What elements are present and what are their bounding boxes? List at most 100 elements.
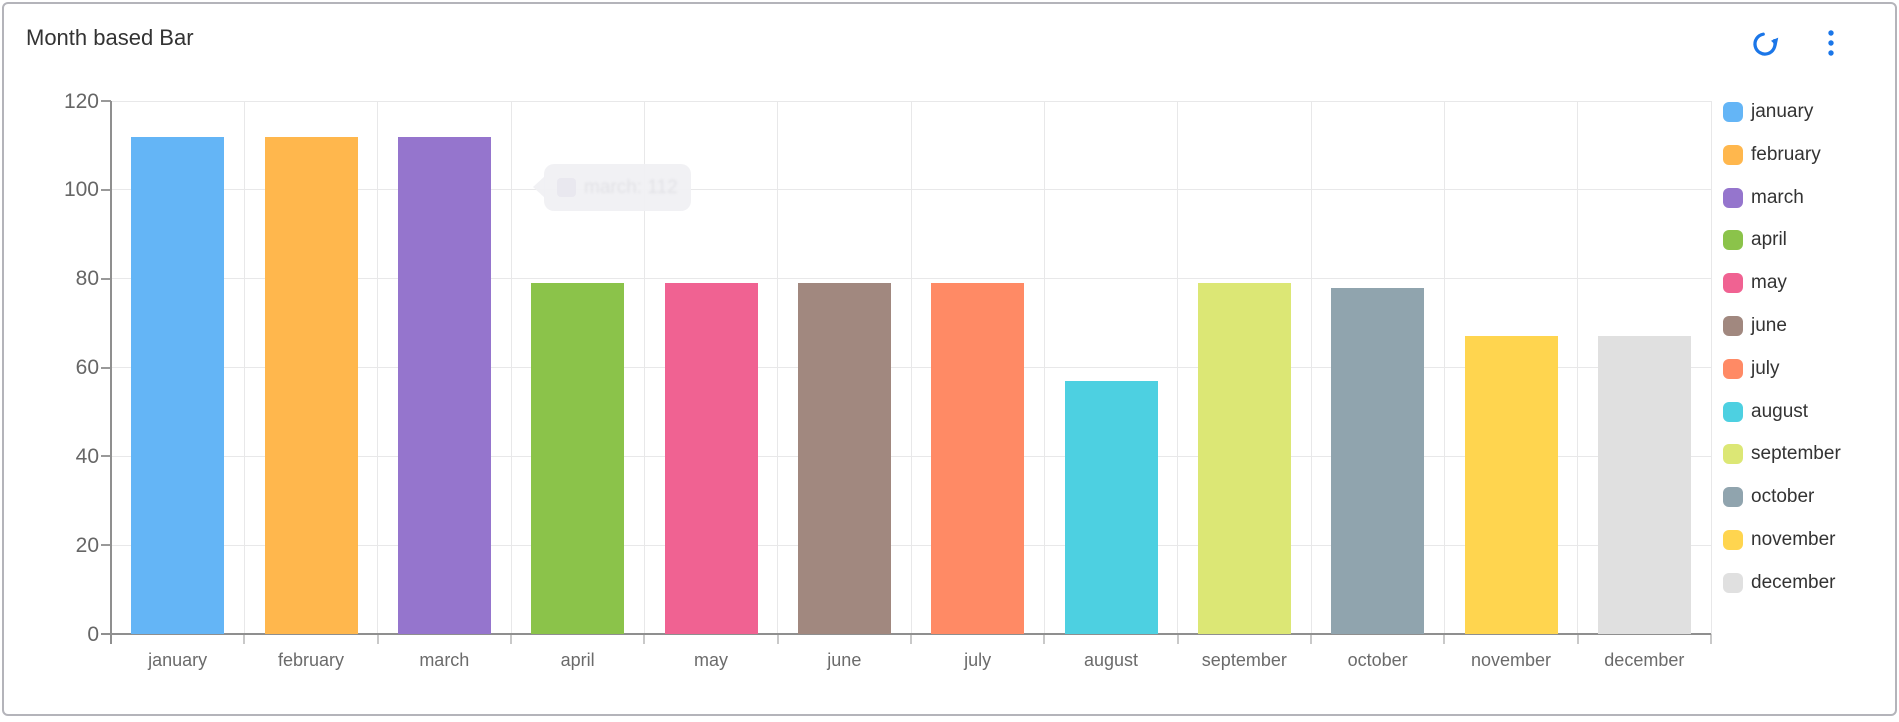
bar-august[interactable] <box>1064 380 1158 634</box>
y-axis-tick-120 <box>101 100 111 102</box>
legend-item-december[interactable]: december <box>1723 569 1841 597</box>
legend-item-january[interactable]: january <box>1723 98 1841 126</box>
legend-label-may: may <box>1751 272 1787 294</box>
x-axis-label-march: march <box>419 650 470 670</box>
x-axis-tick-7 <box>1043 634 1046 644</box>
legend-swatch-december <box>1723 572 1743 593</box>
gridline-x-9 <box>1310 101 1312 634</box>
legend-item-march[interactable]: march <box>1723 184 1841 212</box>
y-axis-line <box>110 101 112 644</box>
y-axis-label-0: 0 <box>87 622 99 646</box>
bar-september[interactable] <box>1197 283 1291 634</box>
legend-item-august[interactable]: august <box>1723 398 1841 426</box>
gridline-x-5 <box>777 101 779 634</box>
legend-item-november[interactable]: november <box>1723 526 1841 554</box>
chart-legend: january february march april may june july augu… <box>1723 98 1841 612</box>
gridline-x-6 <box>910 101 912 634</box>
bar-december[interactable] <box>1597 336 1691 634</box>
x-axis-label-november: november <box>1470 650 1552 670</box>
y-axis-label-60: 60 <box>75 356 99 379</box>
legend-item-july[interactable]: july <box>1723 355 1841 383</box>
legend-item-may[interactable]: may <box>1723 269 1841 297</box>
gridline-x-2 <box>377 101 379 634</box>
x-axis-label-august: august <box>1083 650 1139 670</box>
refresh-icon <box>1750 29 1780 64</box>
legend-label-october: october <box>1751 486 1815 508</box>
legend-swatch-may <box>1723 273 1743 294</box>
y-axis-label-20: 20 <box>75 533 99 557</box>
chart-tooltip: march: 112 <box>533 164 691 211</box>
legend-swatch-march <box>1723 187 1743 208</box>
y-axis-tick-40 <box>101 455 111 458</box>
legend-item-september[interactable]: september <box>1723 440 1841 468</box>
bar-january[interactable] <box>131 136 225 634</box>
legend-label-july: july <box>1751 357 1780 379</box>
legend-swatch-january <box>1723 102 1743 122</box>
x-axis-line <box>101 633 1711 635</box>
page-title: Month based Bar <box>26 25 194 50</box>
x-axis-tick-8 <box>1176 634 1179 644</box>
tooltip-arrow-icon <box>533 176 545 198</box>
tooltip-text: march: 112 <box>584 176 678 198</box>
y-axis-label-80: 80 <box>75 267 99 291</box>
gridline-x-11 <box>1577 101 1579 634</box>
gridline-x-7 <box>1043 101 1045 634</box>
legend-swatch-february <box>1723 144 1743 165</box>
x-axis-tick-11 <box>1576 634 1579 644</box>
x-axis-label-february: february <box>277 650 345 670</box>
gridline-x-1 <box>243 101 245 634</box>
legend-label-august: august <box>1751 400 1809 422</box>
x-axis-label-june: june <box>827 650 862 670</box>
bar-june[interactable] <box>797 283 891 634</box>
x-axis-tick-4 <box>643 634 646 644</box>
gridline-x-12 <box>1710 101 1712 634</box>
bar-november[interactable] <box>1464 336 1558 634</box>
kebab-menu-button[interactable] <box>1815 28 1847 65</box>
bar-march[interactable] <box>397 136 491 634</box>
x-axis-label-april: april <box>560 650 595 670</box>
kebab-menu-icon <box>1825 28 1837 65</box>
legend-swatch-july <box>1723 358 1743 379</box>
tooltip-series-swatch <box>557 178 576 197</box>
y-axis-label-120: 120 <box>63 89 99 113</box>
y-axis-tick-80 <box>101 277 111 280</box>
legend-label-february: february <box>1751 143 1821 165</box>
y-axis-tick-100 <box>101 188 111 191</box>
x-axis-tick-2 <box>376 634 379 644</box>
y-axis-tick-60 <box>101 366 111 369</box>
refresh-button[interactable] <box>1749 30 1781 62</box>
y-axis-label-40: 40 <box>75 444 99 468</box>
legend-swatch-april <box>1723 230 1743 251</box>
legend-swatch-november <box>1723 529 1743 550</box>
y-axis-label-100: 100 <box>63 178 99 202</box>
x-axis-label-july: july <box>964 650 992 670</box>
legend-item-october[interactable]: october <box>1723 483 1841 511</box>
bar-february[interactable] <box>264 136 358 634</box>
legend-swatch-october <box>1723 487 1743 508</box>
legend-item-april[interactable]: april <box>1723 226 1841 254</box>
x-axis-tick-10 <box>1443 634 1446 644</box>
legend-item-june[interactable]: june <box>1723 312 1841 340</box>
gridline-x-3 <box>510 101 512 634</box>
bar-april[interactable] <box>531 283 625 634</box>
legend-swatch-june <box>1723 315 1743 336</box>
legend-item-february[interactable]: february <box>1723 141 1841 169</box>
legend-label-november: november <box>1751 528 1836 550</box>
bar-july[interactable] <box>931 283 1025 634</box>
legend-label-april: april <box>1751 229 1787 251</box>
x-axis-tick-6 <box>910 634 912 644</box>
legend-label-january: january <box>1751 101 1814 122</box>
x-axis-tick-1 <box>243 634 246 644</box>
gridline-x-4 <box>643 101 645 634</box>
x-axis-label-september: september <box>1201 650 1287 670</box>
x-axis-label-may: may <box>693 650 728 670</box>
gridline-x-10 <box>1443 101 1445 634</box>
bar-october[interactable] <box>1331 287 1425 634</box>
bar-may[interactable] <box>664 283 758 634</box>
gridline-x-8 <box>1177 101 1179 634</box>
x-axis-label-december: december <box>1604 650 1685 670</box>
x-axis-tick-3 <box>510 634 512 644</box>
x-axis-label-january: january <box>148 650 208 670</box>
x-axis-label-october: october <box>1347 650 1408 670</box>
